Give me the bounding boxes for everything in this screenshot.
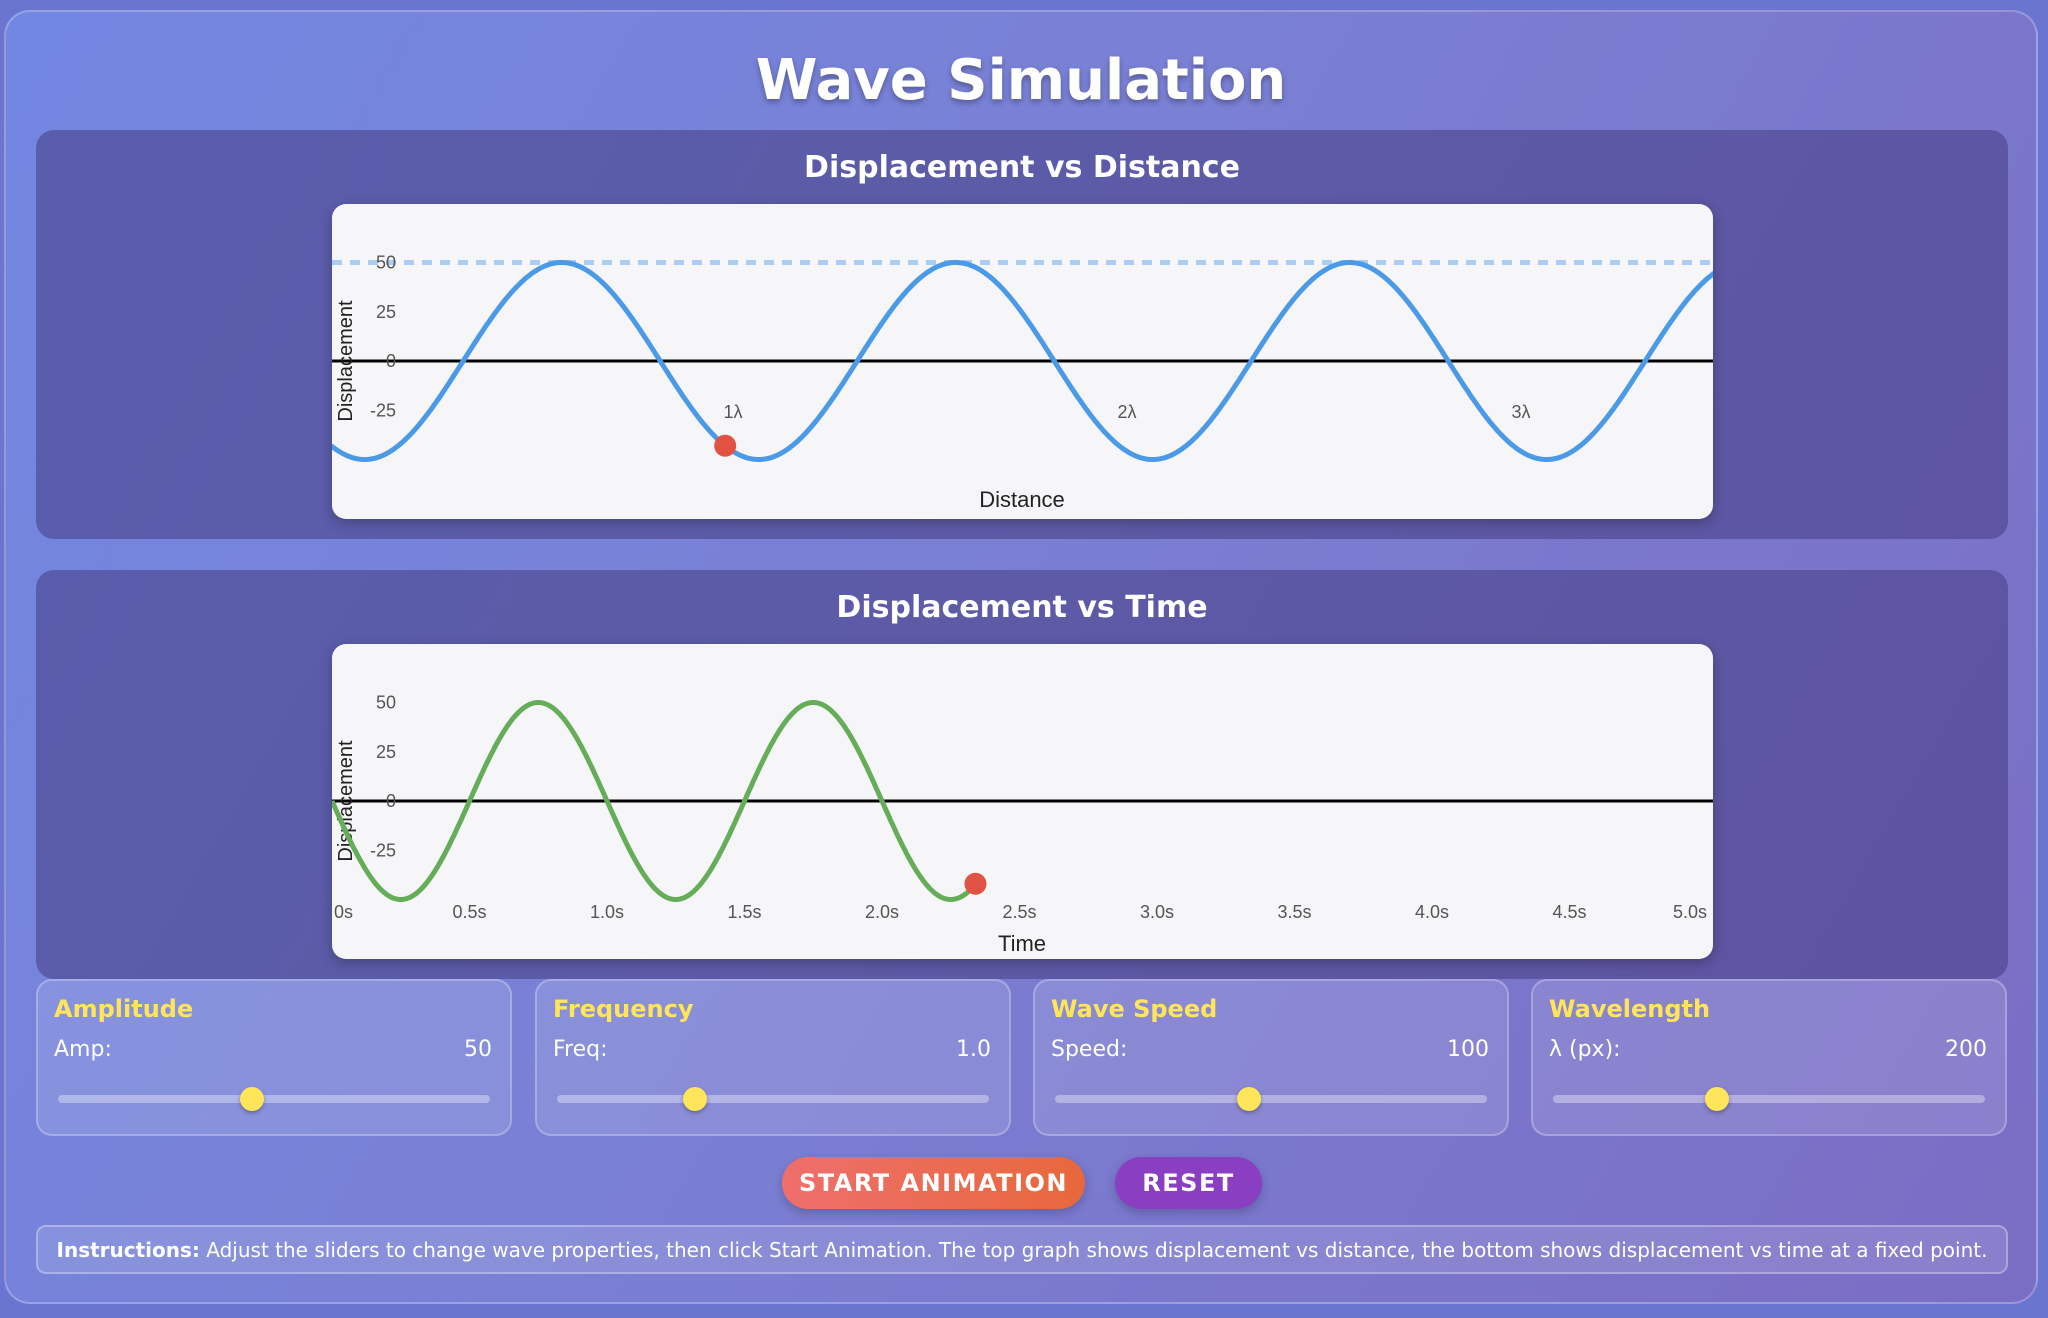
y-tick-label: 50 xyxy=(376,253,396,273)
y-axis-title: Displacement xyxy=(335,300,357,422)
y-tick-label: 25 xyxy=(376,742,396,762)
wave-speed-control: Wave Speed Speed: 100 xyxy=(1033,979,1509,1136)
distance-chart: 50 25 0 -25 Displacement Distance 1λ 2λ 3λ xyxy=(332,204,1713,519)
x-tick-label: 2.5s xyxy=(1002,902,1036,922)
frequency-value: 1.0 xyxy=(956,1037,991,1062)
x-tick-label: 5.0s xyxy=(1673,902,1707,922)
position-marker xyxy=(714,434,737,457)
x-tick-label: 0s xyxy=(334,902,353,922)
frequency-label: Freq: xyxy=(553,1037,608,1062)
x-tick-label: 3.5s xyxy=(1277,902,1311,922)
distance-chart-svg: 50 25 0 -25 Displacement Distance 1λ 2λ 3λ xyxy=(332,253,1713,512)
wave-speed-slider-thumb[interactable] xyxy=(1237,1087,1262,1111)
x-tick-label: 2.0s xyxy=(865,902,899,922)
x-tick-label: 2λ xyxy=(1117,402,1136,422)
reset-button[interactable]: RESET xyxy=(1115,1157,1262,1209)
time-panel: Displacement vs Time 50 25 0 -25 Displacemen… xyxy=(36,570,2008,979)
amplitude-label: Amp: xyxy=(54,1037,112,1062)
distance-wave-line xyxy=(332,260,1713,462)
y-tick-label: 25 xyxy=(376,302,396,322)
time-wave-line xyxy=(332,700,978,902)
wave-speed-slider[interactable] xyxy=(1055,1087,1487,1111)
wavelength-value: 200 xyxy=(1945,1037,1987,1062)
time-marker xyxy=(964,872,987,895)
amplitude-value: 50 xyxy=(464,1037,492,1062)
amplitude-title: Amplitude xyxy=(54,995,194,1023)
instructions-label: Instructions: xyxy=(56,1237,200,1262)
x-tick-label: 3λ xyxy=(1511,402,1530,422)
y-tick-label: 0 xyxy=(386,791,396,811)
frequency-title: Frequency xyxy=(553,995,694,1023)
start-animation-button[interactable]: START ANIMATION xyxy=(782,1157,1085,1209)
amplitude-slider[interactable] xyxy=(58,1087,490,1111)
time-chart: 50 25 0 -25 Displacement Time 0s 0.5s 1.0s 1.5s 2.… xyxy=(332,644,1713,959)
y-tick-label: 0 xyxy=(386,351,396,371)
page-title: Wave Simulation xyxy=(755,48,1287,113)
y-axis-title: Displacement xyxy=(335,740,357,862)
wave-speed-value: 100 xyxy=(1447,1037,1489,1062)
wavelength-slider-thumb[interactable] xyxy=(1705,1087,1730,1111)
x-tick-label: 1λ xyxy=(723,402,742,422)
frequency-slider[interactable] xyxy=(557,1087,989,1111)
x-tick-label: 4.0s xyxy=(1415,902,1449,922)
amplitude-slider-thumb[interactable] xyxy=(240,1087,265,1111)
y-tick-label: -25 xyxy=(370,400,396,420)
app-container: Wave Simulation Displacement vs Distance… xyxy=(4,10,2038,1304)
y-tick-label: -25 xyxy=(370,840,396,860)
instructions: Instructions: Adjust the sliders to chan… xyxy=(36,1225,2008,1274)
x-axis-title: Distance xyxy=(979,487,1065,512)
wavelength-slider[interactable] xyxy=(1553,1087,1985,1111)
x-tick-label: 0.5s xyxy=(452,902,486,922)
frequency-control: Frequency Freq: 1.0 xyxy=(535,979,1011,1136)
x-tick-label: 1.0s xyxy=(590,902,624,922)
frequency-slider-thumb[interactable] xyxy=(683,1087,708,1111)
x-tick-label: 1.5s xyxy=(727,902,761,922)
time-chart-svg: 50 25 0 -25 Displacement Time 0s 0.5s 1.0s 1.5s 2.… xyxy=(332,693,1713,956)
x-tick-label: 4.5s xyxy=(1552,902,1586,922)
wavelength-title: Wavelength xyxy=(1549,995,1711,1023)
x-axis-title: Time xyxy=(998,931,1046,956)
x-tick-label: 3.0s xyxy=(1140,902,1174,922)
y-tick-label: 50 xyxy=(376,693,396,713)
wavelength-label: λ (px): xyxy=(1549,1037,1621,1062)
distance-chart-title: Displacement vs Distance xyxy=(804,150,1240,185)
distance-panel: Displacement vs Distance 50 25 0 -25 Displac… xyxy=(36,130,2008,539)
time-chart-title: Displacement vs Time xyxy=(836,590,1208,625)
amplitude-control: Amplitude Amp: 50 xyxy=(36,979,512,1136)
wave-speed-title: Wave Speed xyxy=(1051,995,1218,1023)
wavelength-control: Wavelength λ (px): 200 xyxy=(1531,979,2007,1136)
instructions-text: Adjust the sliders to change wave proper… xyxy=(199,1237,1988,1262)
wave-speed-label: Speed: xyxy=(1051,1037,1128,1062)
